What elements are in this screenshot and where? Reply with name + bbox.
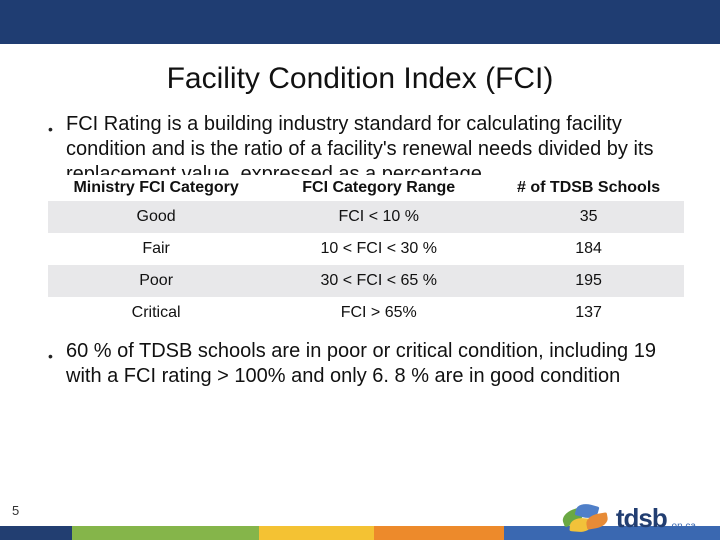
fci-table-container: Ministry FCI CategoryFCI Category Range#… — [48, 175, 684, 329]
logo-subtext: .on.ca — [669, 521, 696, 532]
table-cell: 10 < FCI < 30 % — [264, 233, 493, 265]
footer-band — [0, 526, 72, 540]
table-cell: FCI < 10 % — [264, 201, 493, 233]
table-cell: 137 — [493, 297, 684, 329]
page-number: 5 — [12, 503, 19, 518]
top-bar — [0, 0, 720, 44]
tdsb-logo: tdsb .on.ca — [562, 503, 696, 534]
table-cell: Good — [48, 201, 264, 233]
table-cell: Fair — [48, 233, 264, 265]
footer-band — [259, 526, 374, 540]
table-cell: Critical — [48, 297, 264, 329]
table-body: GoodFCI < 10 %35Fair10 < FCI < 30 %184Po… — [48, 201, 684, 329]
bullet-dot-icon: • — [48, 349, 56, 363]
logo-text: tdsb — [616, 503, 667, 534]
slide-body: • FCI Rating is a building industry stan… — [0, 112, 720, 540]
table-cell: 184 — [493, 233, 684, 265]
table-row: Poor30 < FCI < 65 %195 — [48, 265, 684, 297]
slide-title: Facility Condition Index (FCI) — [0, 62, 720, 96]
table-row: Fair10 < FCI < 30 %184 — [48, 233, 684, 265]
footer-band — [72, 526, 259, 540]
table-cell: FCI > 65% — [264, 297, 493, 329]
table-row: GoodFCI < 10 %35 — [48, 201, 684, 233]
logo-mark-icon — [562, 504, 614, 534]
table-header-cell: Ministry FCI Category — [48, 175, 264, 201]
table-header-row: Ministry FCI CategoryFCI Category Range#… — [48, 175, 684, 201]
slide: Facility Condition Index (FCI) • FCI Rat… — [0, 0, 720, 540]
table-row: CriticalFCI > 65%137 — [48, 297, 684, 329]
table-header-cell: # of TDSB Schools — [493, 175, 684, 201]
bullet-dot-icon: • — [48, 122, 56, 136]
table-header-cell: FCI Category Range — [264, 175, 493, 201]
bullet-bottom: • 60 % of TDSB schools are in poor or cr… — [48, 339, 684, 389]
fci-table: Ministry FCI CategoryFCI Category Range#… — [48, 175, 684, 329]
table-cell: Poor — [48, 265, 264, 297]
footer-band — [374, 526, 504, 540]
table-cell: 35 — [493, 201, 684, 233]
bullet-bottom-text: 60 % of TDSB schools are in poor or crit… — [66, 339, 684, 389]
table-cell: 30 < FCI < 65 % — [264, 265, 493, 297]
table-cell: 195 — [493, 265, 684, 297]
